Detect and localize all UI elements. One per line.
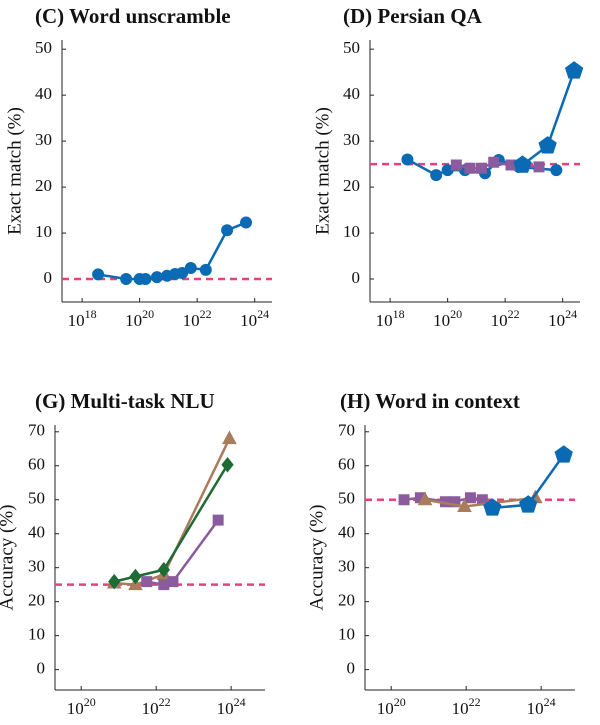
x-tick-label: 1024 [217,695,246,718]
y-tick-label: 40 [338,523,355,542]
y-tick-label: 50 [35,38,52,57]
data-point [464,162,476,174]
y-axis-label: Accuracy (%) [0,504,17,610]
data-point [141,576,153,588]
panel-title: (C) Word unscramble [35,4,231,28]
data-point [150,271,163,284]
y-tick-label: 20 [338,591,355,610]
data-point [450,159,462,171]
panel-title: (H) Word in context [340,389,520,413]
data-point [129,568,142,585]
y-tick-label: 30 [338,557,355,576]
x-tick-label: 1020 [125,307,154,330]
y-axis-label: Exact match (%) [312,107,333,235]
y-tick-label: 50 [343,38,360,57]
y-tick-label: 20 [28,591,45,610]
data-point [221,456,234,473]
data-point [513,155,532,173]
x-tick-label: 1018 [68,307,97,330]
data-point [92,268,105,281]
data-point [157,561,170,578]
data-point [398,494,410,506]
y-tick-label: 70 [28,421,45,440]
x-tick-label: 1020 [67,695,96,718]
y-tick-label: 10 [343,222,360,241]
y-tick-label: 70 [338,421,355,440]
y-axis-label: Exact match (%) [4,107,25,235]
y-tick-label: 0 [352,268,361,287]
data-point [464,492,476,504]
y-tick-label: 30 [28,557,45,576]
data-point [167,576,179,588]
data-point [550,164,563,177]
y-tick-label: 30 [343,130,360,149]
x-tick-label: 1022 [452,695,481,718]
panel-title: (G) Multi-task NLU [35,389,215,413]
x-tick-label: 1024 [240,307,269,330]
y-tick-label: 0 [44,268,53,287]
data-point [417,491,433,506]
y-tick-label: 50 [28,489,45,508]
data-point [538,136,557,154]
series-line [114,438,231,586]
x-tick-label: 1018 [376,307,405,330]
data-point [108,573,121,590]
series-line [146,519,220,586]
data-point [533,161,545,173]
data-point [483,498,502,516]
data-point [564,61,584,79]
y-tick-label: 0 [347,659,356,678]
series-line [113,464,229,583]
data-point [554,445,573,463]
y-tick-label: 0 [37,659,46,678]
y-tick-label: 60 [338,455,355,474]
y-tick-label: 40 [343,84,360,103]
data-point [475,162,487,174]
x-tick-label: 1020 [377,695,406,718]
x-tick-label: 1022 [491,307,520,330]
data-point [120,273,133,286]
panel-title: (D) Persian QA [343,4,483,28]
data-point [488,156,500,168]
x-tick-label: 1024 [527,695,556,718]
data-point [457,498,472,513]
x-tick-label: 1024 [548,307,577,330]
y-tick-label: 50 [338,489,355,508]
y-tick-label: 20 [35,176,52,195]
y-tick-label: 30 [35,130,52,149]
data-point [221,224,234,237]
data-point [199,263,212,276]
data-point [222,430,237,445]
y-tick-label: 20 [343,176,360,195]
data-point [184,261,197,274]
data-point [518,495,538,513]
y-tick-label: 40 [28,523,45,542]
data-point [212,514,224,526]
y-tick-label: 40 [35,84,52,103]
data-point [158,579,170,591]
data-point [240,216,253,229]
data-point [139,273,152,286]
y-tick-label: 10 [338,625,355,644]
x-tick-label: 1022 [183,307,212,330]
data-point [401,153,414,166]
data-point [430,169,443,182]
y-tick-label: 10 [28,625,45,644]
x-tick-label: 1022 [142,695,171,718]
y-tick-label: 60 [28,455,45,474]
y-tick-label: 10 [35,222,52,241]
x-tick-label: 1020 [433,307,462,330]
y-axis-label: Accuracy (%) [306,504,327,610]
